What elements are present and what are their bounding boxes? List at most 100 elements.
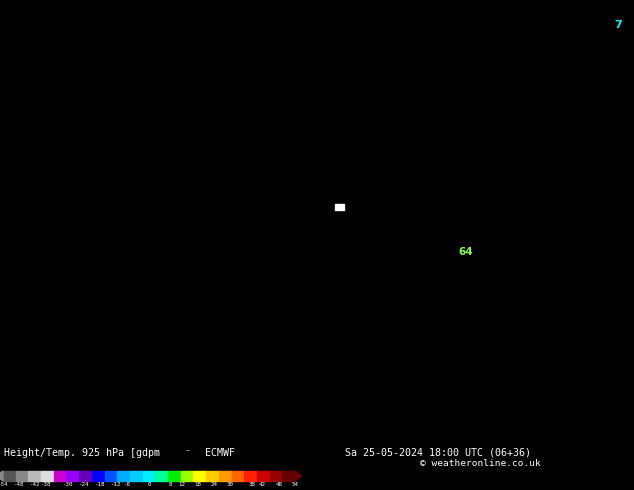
Text: 77: 77 (361, 10, 369, 16)
Text: 78: 78 (457, 386, 466, 392)
Text: 77: 77 (287, 387, 295, 393)
Text: 67: 67 (93, 299, 103, 308)
Text: 88: 88 (583, 171, 592, 177)
Polygon shape (295, 471, 302, 481)
Text: 77: 77 (191, 84, 200, 93)
Text: 66: 66 (138, 439, 147, 448)
Text: 7: 7 (193, 192, 197, 198)
Text: 8: 8 (629, 42, 633, 48)
Text: 7: 7 (416, 311, 420, 317)
Text: 66: 66 (83, 63, 92, 69)
Text: 6: 6 (107, 395, 111, 405)
Text: 67: 67 (138, 191, 148, 200)
Text: 77: 77 (500, 376, 508, 382)
Text: 67: 67 (74, 279, 83, 285)
Text: 67: 67 (104, 288, 113, 297)
Text: 66: 66 (105, 247, 114, 253)
Text: 89: 89 (627, 74, 634, 80)
Text: 8: 8 (553, 257, 558, 263)
Text: 7: 7 (404, 406, 410, 415)
Text: 77: 77 (562, 333, 571, 339)
Text: 78: 78 (286, 375, 296, 384)
Text: 78: 78 (210, 22, 219, 27)
Text: 8: 8 (564, 53, 568, 59)
Text: 77: 77 (571, 374, 582, 384)
Text: 78: 78 (298, 268, 307, 273)
Text: 6: 6 (128, 354, 133, 360)
Text: 89: 89 (477, 29, 487, 38)
Text: 6: 6 (96, 290, 101, 295)
Text: 6: 6 (75, 300, 80, 309)
Bar (41, 471, 54, 481)
Text: 88: 88 (531, 105, 540, 114)
Text: 8: 8 (545, 94, 549, 103)
Text: 78: 78 (275, 182, 284, 188)
Text: 77: 77 (530, 418, 540, 427)
Text: 7: 7 (353, 75, 358, 81)
Text: 7: 7 (309, 289, 314, 297)
Text: 67: 67 (20, 311, 28, 317)
Text: 78: 78 (519, 332, 529, 342)
Text: 7: 7 (278, 64, 282, 70)
Text: 77: 77 (255, 149, 263, 155)
Text: 6: 6 (160, 353, 165, 363)
Text: 77: 77 (285, 312, 294, 318)
Text: 67: 67 (0, 106, 7, 115)
Text: 6: 6 (65, 288, 69, 296)
Text: 67: 67 (179, 441, 187, 447)
Text: 66: 66 (32, 41, 41, 50)
Text: 66: 66 (127, 439, 137, 448)
Text: 66: 66 (22, 139, 30, 145)
Text: 88: 88 (435, 54, 444, 60)
Text: 77: 77 (403, 172, 411, 178)
Text: 89: 89 (605, 74, 614, 80)
Text: 78: 78 (413, 333, 422, 339)
Text: 6: 6 (75, 396, 80, 405)
Text: 89: 89 (478, 41, 488, 50)
Text: 77: 77 (466, 354, 475, 360)
Text: 78: 78 (286, 429, 295, 435)
Text: 7: 7 (532, 332, 537, 341)
Text: 77: 77 (297, 408, 305, 414)
Text: 77: 77 (243, 74, 252, 80)
Text: 67: 67 (94, 310, 104, 318)
Text: 66: 66 (105, 172, 113, 178)
Text: 67: 67 (104, 84, 113, 93)
Text: 78: 78 (221, 191, 231, 200)
Text: 6: 6 (117, 353, 122, 362)
Text: 77: 77 (520, 277, 529, 286)
Text: 78: 78 (200, 85, 210, 94)
Text: 88: 88 (573, 170, 583, 179)
Text: 66: 66 (72, 86, 82, 92)
Text: 78: 78 (243, 31, 252, 40)
Text: 77: 77 (434, 344, 443, 351)
Text: 7: 7 (479, 247, 483, 253)
Text: 7: 7 (363, 192, 368, 201)
Text: 67: 67 (20, 203, 28, 209)
Text: 67: 67 (84, 94, 93, 103)
Text: 77: 77 (382, 235, 391, 244)
Text: 89: 89 (531, 129, 540, 135)
Text: 67: 67 (74, 246, 82, 252)
Text: 67: 67 (8, 204, 18, 210)
Text: 8: 8 (597, 159, 602, 168)
Text: 78: 78 (425, 158, 434, 168)
Text: 7: 7 (256, 161, 259, 167)
Text: 6: 6 (150, 247, 154, 253)
Text: 67: 67 (178, 386, 188, 395)
Text: 67: 67 (125, 201, 135, 211)
Text: 8: 8 (447, 75, 451, 81)
Text: 78: 78 (286, 180, 295, 190)
Text: 89: 89 (413, 20, 422, 26)
Text: 6: 6 (117, 129, 122, 135)
Text: 78: 78 (233, 95, 243, 104)
Text: 89: 89 (415, 0, 424, 5)
Text: 7: 7 (278, 19, 283, 28)
Text: 7: 7 (501, 311, 505, 317)
Text: 78: 78 (169, 267, 179, 276)
Text: 77: 77 (382, 137, 392, 147)
Text: 78: 78 (242, 385, 252, 393)
Text: 78: 78 (467, 429, 476, 435)
Text: 78: 78 (254, 129, 262, 135)
Text: 77: 77 (232, 288, 242, 297)
